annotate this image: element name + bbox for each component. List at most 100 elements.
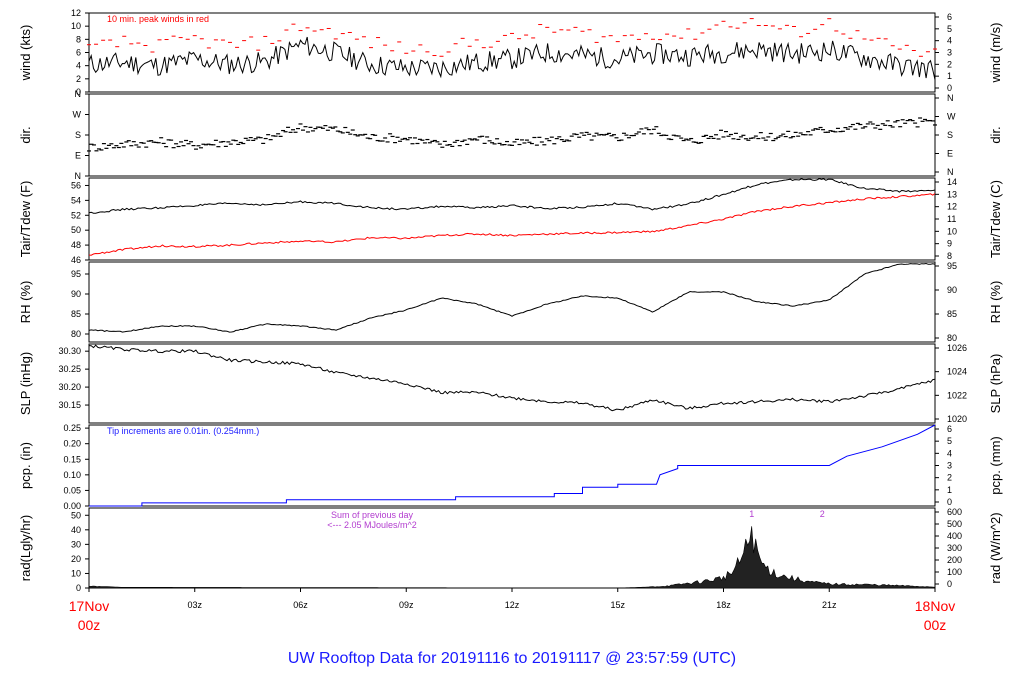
wind-panel-frame bbox=[88, 12, 936, 93]
wind-annotation: 10 min. peak winds in red bbox=[107, 14, 209, 24]
temp-ytick-label: 50 bbox=[71, 225, 81, 235]
slp-right-tick-label: 1022 bbox=[947, 390, 967, 400]
temp-right-tick-label: 9 bbox=[947, 239, 952, 249]
rad-right-tick-label: 400 bbox=[947, 531, 962, 541]
dir-ytick-label: W bbox=[73, 110, 82, 120]
pcp-annotation: Tip increments are 0.01in. (0.254mm.) bbox=[107, 426, 259, 436]
slp-ylabel-right: SLP (hPa) bbox=[988, 354, 1003, 414]
rh-rh-line bbox=[88, 262, 936, 333]
rad-ylabel-right: rad (W/m^2) bbox=[988, 512, 1003, 583]
pcp-right-tick-label: 0 bbox=[947, 497, 952, 507]
rh-ylabel: RH (%) bbox=[18, 281, 33, 324]
rh-right-tick-label: 85 bbox=[947, 309, 957, 319]
time-tick-label: 12z bbox=[505, 600, 520, 610]
slp-right-tick-label: 1024 bbox=[947, 367, 967, 377]
rh-right-tick-label: 95 bbox=[947, 261, 957, 271]
temp-right-tick-label: 11 bbox=[947, 214, 956, 224]
wind-right-tick-label: 1 bbox=[947, 71, 952, 81]
pcp-ytick-label: 0.10 bbox=[63, 470, 81, 480]
pcp-ylabel-right: pcp. (mm) bbox=[988, 436, 1003, 495]
temp-right-tick-label: 13 bbox=[947, 189, 957, 199]
dir-ytick-label: N bbox=[75, 171, 82, 181]
rad-marker-label: 2 bbox=[820, 509, 825, 519]
rad-right-tick-label: 200 bbox=[947, 555, 962, 565]
pcp-ytick-label: 0.15 bbox=[63, 454, 81, 464]
end-date-label: 18Nov bbox=[915, 598, 955, 614]
time-tick-label: 21z bbox=[822, 600, 837, 610]
rad-ytick-label: 10 bbox=[71, 568, 81, 578]
rh-ytick-label: 85 bbox=[71, 309, 81, 319]
dir-right-tick-label: E bbox=[947, 149, 953, 159]
slp-ytick-label: 30.30 bbox=[58, 346, 81, 356]
pcp-ytick-label: 0.00 bbox=[63, 501, 81, 511]
temp-ylabel: Tair/Tdew (F) bbox=[18, 181, 33, 258]
slp-slp-line bbox=[88, 344, 936, 412]
pcp-ytick-label: 0.05 bbox=[63, 485, 81, 495]
dir-right-tick-label: S bbox=[947, 130, 953, 140]
wind-right-tick-label: 4 bbox=[947, 36, 952, 46]
temp-ytick-label: 48 bbox=[71, 240, 81, 250]
rad-right-tick-label: 100 bbox=[947, 567, 962, 577]
temp-ytick-label: 56 bbox=[71, 180, 81, 190]
wind-right-tick-label: 5 bbox=[947, 24, 952, 34]
rad-marker-label: 1 bbox=[749, 509, 754, 519]
wind-right-tick-label: 6 bbox=[947, 12, 952, 22]
rad-ytick-label: 40 bbox=[71, 525, 81, 535]
dir-ytick-label: S bbox=[75, 130, 81, 140]
pcp-right-tick-label: 4 bbox=[947, 448, 952, 458]
rh-right-tick-label: 80 bbox=[947, 333, 957, 343]
rad-right-tick-label: 300 bbox=[947, 543, 962, 553]
rad-sum-annotation: <--- 2.05 MJoules/m^2 bbox=[327, 520, 417, 530]
slp-ytick-label: 30.20 bbox=[58, 382, 81, 392]
rh-ytick-label: 95 bbox=[71, 269, 81, 279]
pcp-ytick-label: 0.20 bbox=[63, 439, 81, 449]
dir-ytick-label: E bbox=[75, 151, 81, 161]
pcp-ytick-label: 0.25 bbox=[63, 423, 81, 433]
wind-right-tick-label: 2 bbox=[947, 59, 952, 69]
rad-ytick-label: 20 bbox=[71, 554, 81, 564]
temp-right-tick-label: 14 bbox=[947, 177, 957, 187]
rad-panel-frame bbox=[88, 507, 936, 589]
temp-ytick-label: 54 bbox=[71, 195, 81, 205]
rad-right-tick-label: 600 bbox=[947, 507, 962, 517]
wind-right-tick-label: 3 bbox=[947, 48, 952, 58]
rh-ytick-label: 90 bbox=[71, 289, 81, 299]
wind-right-tick-label: 0 bbox=[947, 83, 952, 93]
wind-ytick-label: 12 bbox=[71, 8, 81, 18]
precip-line bbox=[89, 424, 936, 507]
rad-ylabel: rad(Lgly/hr) bbox=[18, 515, 33, 581]
rad-sum-annotation: Sum of previous day bbox=[331, 510, 414, 520]
wind-wind-speed-line bbox=[88, 36, 936, 80]
dir-right-tick-label: N bbox=[947, 167, 954, 177]
temp-tair-line bbox=[88, 178, 936, 214]
footer-title: UW Rooftop Data for 20191116 to 20191117… bbox=[287, 650, 737, 667]
dir-ytick-label: N bbox=[75, 89, 82, 99]
slp-right-tick-label: 1020 bbox=[947, 414, 967, 424]
end-time-label: 00z bbox=[924, 617, 947, 633]
rh-ytick-label: 80 bbox=[71, 329, 81, 339]
wind-ylabel-right: wind (m/s) bbox=[988, 23, 1003, 84]
slp-ylabel: SLP (inHg) bbox=[18, 352, 33, 415]
rh-ylabel-right: RH (%) bbox=[988, 281, 1003, 324]
rad-right-tick-label: 500 bbox=[947, 519, 962, 529]
temp-ylabel-right: Tair/Tdew (C) bbox=[988, 180, 1003, 258]
pcp-right-tick-label: 1 bbox=[947, 485, 952, 495]
temp-ytick-label: 52 bbox=[71, 210, 81, 220]
temp-right-tick-label: 8 bbox=[947, 251, 952, 261]
wind-ylabel: wind (kts) bbox=[18, 25, 33, 82]
wind-ytick-label: 6 bbox=[76, 48, 81, 58]
dir-right-tick-label: W bbox=[947, 112, 956, 122]
pcp-ylabel: pcp. (in) bbox=[18, 442, 33, 489]
wind-ytick-label: 0 bbox=[76, 87, 81, 97]
start-time-label: 00z bbox=[78, 617, 101, 633]
temp-ytick-label: 46 bbox=[71, 255, 81, 265]
temp-tdew-line bbox=[88, 193, 936, 256]
wind-ytick-label: 8 bbox=[76, 34, 81, 44]
temp-right-tick-label: 12 bbox=[947, 202, 957, 212]
dir-right-tick-label: N bbox=[947, 93, 954, 103]
pcp-right-tick-label: 2 bbox=[947, 473, 952, 483]
pcp-right-tick-label: 5 bbox=[947, 436, 952, 446]
time-tick-label: 18z bbox=[716, 600, 731, 610]
time-tick-label: 15z bbox=[610, 600, 625, 610]
